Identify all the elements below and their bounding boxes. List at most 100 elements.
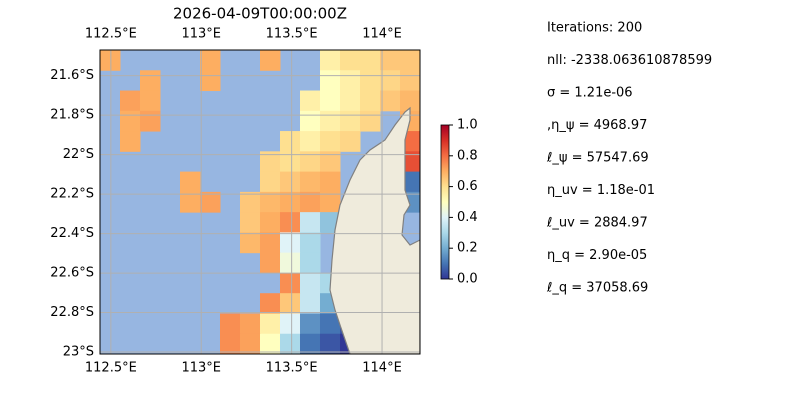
cell [320,171,341,193]
cell [340,50,361,71]
lat-label: 22.8°S [50,305,94,320]
cell [260,232,281,254]
lon-label-top: 112.5°E [85,27,137,42]
cell [300,110,321,132]
lon-label-top: 113.5°E [266,27,318,42]
cell [280,333,301,354]
cell [140,90,161,112]
cell [140,70,161,92]
cell [200,50,221,71]
graticule [100,50,420,354]
info-line: ℓ_uv = 2884.97 [546,216,648,231]
info-line: η_uv = 1.18e-01 [547,183,655,198]
cell [300,333,321,354]
cell [260,313,281,335]
cell [280,313,301,335]
lon-label-bottom: 113.5°E [266,361,318,376]
land [329,106,420,354]
cell [320,151,341,173]
cell [240,333,261,354]
cell [340,110,361,132]
cell [280,212,301,233]
lat-label: 22.6°S [50,266,94,281]
cell [260,171,281,193]
cell [280,131,301,152]
cell [320,313,341,335]
cell [340,70,361,92]
cell [360,50,381,71]
cell [380,70,401,92]
cell [280,232,301,254]
info-line: σ = 1.21e-06 [547,86,633,101]
info-line: η_q = 2.90e-05 [547,248,647,263]
cell [260,212,281,233]
cell [300,212,321,233]
cell [180,171,201,193]
cell [100,50,121,71]
map-frame [99,49,421,355]
lat-label: 21.8°S [50,108,94,123]
cell [300,313,321,335]
colorbar-label: 0.6 [457,179,478,194]
cell [260,50,281,71]
cell [300,171,321,193]
info-line: ℓ_ψ = 57547.69 [546,151,649,166]
cell [280,151,301,173]
lat-label: 23°S [63,345,94,360]
cell [240,191,261,213]
cell [320,90,341,112]
colorbar-label: 1.0 [457,118,478,133]
cell [300,191,321,213]
lon-label-bottom: 112.5°E [85,361,137,376]
cell [280,272,301,294]
cell [320,70,341,92]
lon-label-top: 114°E [362,27,402,42]
cell [140,110,161,132]
cell [240,232,261,254]
info-line: Iterations: 200 [547,21,642,36]
cell [300,252,321,274]
cell [220,333,241,354]
info-line: ,η_ψ = 4968.97 [547,118,647,133]
cell [260,191,281,213]
cell [120,131,141,152]
colorbar-label: 0.0 [457,272,478,287]
lat-label: 22.2°S [50,187,94,202]
cell [260,151,281,173]
cell [200,70,221,92]
labels: 112.5°E 112.5°E 113°E 113°E 113.5°E 113.5°E 11… [50,21,712,376]
cell [400,90,420,112]
cell [240,212,261,233]
map-title: 2026-04-09T00:00:00Z [173,5,347,23]
cell [260,333,281,354]
cell [320,131,341,152]
lat-label: 22°S [63,147,94,162]
info-line: nll: -2338.063610878599 [547,53,712,68]
cell [360,70,381,92]
cell [380,90,401,112]
cell [340,90,361,112]
cell [120,90,141,112]
cell [400,70,420,92]
cell [300,151,321,173]
cell [280,191,301,213]
colorbar-label: 0.2 [457,241,478,256]
cell [320,333,341,354]
lon-label-bottom: 114°E [362,361,402,376]
cell [320,110,341,132]
cell [260,293,281,314]
cell [260,252,281,274]
cell [280,171,301,193]
cell [300,90,321,112]
cell [200,191,221,213]
cell [240,313,261,335]
cell [400,50,420,71]
cell [360,110,381,132]
lat-label: 22.4°S [50,226,94,241]
cell [300,131,321,152]
cell [120,110,141,132]
colorbar-label: 0.4 [457,210,478,225]
lon-label-top: 113°E [181,27,221,42]
cell [220,313,241,335]
